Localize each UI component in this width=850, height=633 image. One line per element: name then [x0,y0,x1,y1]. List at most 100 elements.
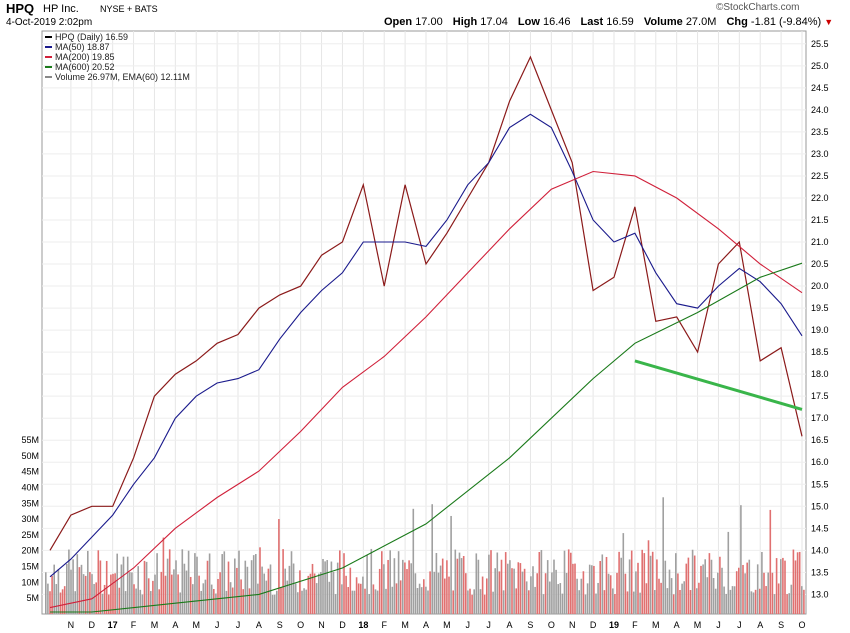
volume-bar [572,563,574,614]
volume-bar [563,550,566,614]
volume-bar [49,591,51,614]
volume-bar [580,578,583,614]
volume-bar [229,582,232,614]
volume-bar [483,594,486,614]
volume-bar [723,586,725,614]
volume-bar [202,583,205,614]
volume-bar [559,583,562,614]
volume-bar [309,573,312,614]
volume-bar [250,560,253,614]
series-line-ma200 [49,170,803,609]
volume-bar [257,583,259,614]
volume-bar [454,549,457,614]
x-tick-label: A [172,620,178,630]
volume-bar [72,559,74,614]
volume-bar [551,572,553,614]
volume-bar [561,593,564,614]
volume-bar [635,571,637,614]
volume-bar [790,584,793,614]
volume-bar [336,562,339,614]
volume-bar [444,578,446,614]
price-tick-label: 17.5 [811,391,829,401]
price-tick-label: 22.0 [811,193,829,203]
volume-bar [469,588,471,614]
volume-bar [462,555,465,614]
volume-bar [502,590,505,614]
volume-bar [152,580,154,614]
x-tick-label: N [318,620,325,630]
volume-bar [385,588,387,614]
x-tick-label: A [757,620,763,630]
change-value: -1.81 (-9.84%) [750,16,822,28]
volume-bar [84,575,87,614]
volume-bar [748,559,751,614]
volume-bar [126,556,129,614]
x-tick-label: S [277,620,283,630]
volume-bar [204,579,207,614]
volume-bar [276,590,278,614]
series-lines [49,55,803,613]
volume-bar [332,571,335,614]
volume-bar [773,594,776,614]
volume-bar [544,573,547,614]
volume-bar [87,550,89,614]
x-tick-label: M [151,620,159,630]
change-label: Chg [726,16,748,28]
volume-bar [150,591,152,614]
x-tick-label: J [716,620,721,630]
volume-bar [68,549,70,614]
volume-bar [374,589,377,614]
volume-bar [616,572,618,614]
volume-bar [553,559,555,614]
volume-bar [282,549,284,614]
volume-bar [301,590,303,614]
volume-bar [265,580,268,614]
volume-bar [761,551,763,614]
volume-bar [357,583,360,614]
volume-bar [147,578,150,614]
volume-bar [618,551,620,614]
legend-label: MA(600) 20.52 [55,62,115,72]
x-tick-label: A [256,620,262,630]
volume-bar [706,577,709,614]
price-tick-label: 15.0 [811,501,829,511]
price-tick-label: 25.0 [811,61,829,71]
series-line-price [49,55,803,551]
volume-bar [399,580,402,614]
volume-bar [255,554,257,614]
volume-bar [364,588,366,614]
volume-bar [280,587,282,614]
volume-bar [792,549,795,614]
volume-bars [45,497,805,614]
x-tick-label: M [192,620,200,630]
volume-bar [803,589,805,614]
volume-bar [93,583,95,614]
volume-bar [135,588,137,614]
volume-bar [769,509,772,614]
volume-bar [158,589,160,614]
open-value: 17.00 [415,16,443,28]
volume-bar [404,562,406,614]
volume-bar [427,590,429,614]
volume-bar [702,564,704,614]
ticker-symbol[interactable]: HPQ [6,1,35,16]
volume-bar [794,560,797,614]
brand-watermark[interactable]: ©StockCharts.com [716,2,800,13]
x-tick-label: A [674,620,680,630]
volume-value: 27.0M [685,16,717,28]
volume-bar [523,568,526,614]
volume-bar [383,564,385,614]
volume-bar [687,557,690,614]
volume-tick-label: 45M [21,467,39,477]
volume-bar [643,553,646,614]
volume-bar [677,573,679,614]
volume-bar [460,558,463,614]
last-value: 16.59 [606,16,634,28]
volume-bar [511,568,513,614]
volume-bar [108,594,110,614]
volume-bar [498,571,501,614]
volume-bar [141,594,144,614]
volume-bar [219,572,221,614]
volume-bar [624,573,627,614]
price-tick-label: 19.0 [811,325,829,335]
